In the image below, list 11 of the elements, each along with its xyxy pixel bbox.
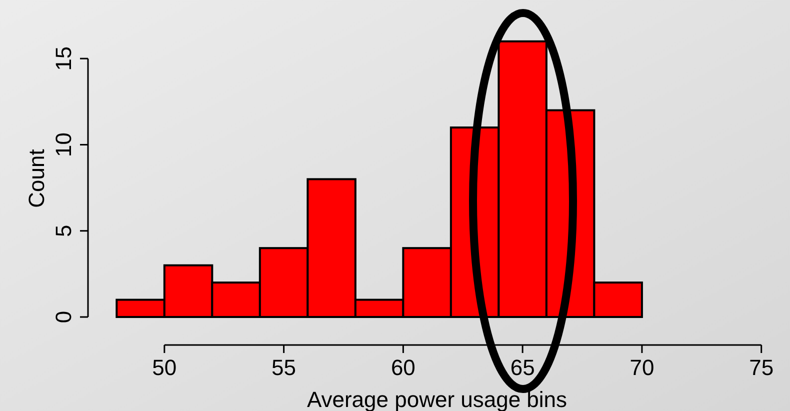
y-axis-title: Count: [24, 149, 49, 208]
x-tick-label: 50: [152, 355, 177, 380]
y-tick-label: 0: [51, 310, 76, 324]
y-tick-label: 5: [51, 224, 76, 237]
x-tick-label: 65: [510, 355, 535, 380]
y-tick-label: 15: [51, 46, 76, 71]
x-tick-label: 60: [390, 355, 416, 380]
y-tick-label: 10: [51, 132, 76, 157]
x-tick-label: 75: [749, 355, 774, 380]
x-tick-label: 70: [630, 355, 654, 380]
x-tick-label: 55: [272, 355, 296, 380]
